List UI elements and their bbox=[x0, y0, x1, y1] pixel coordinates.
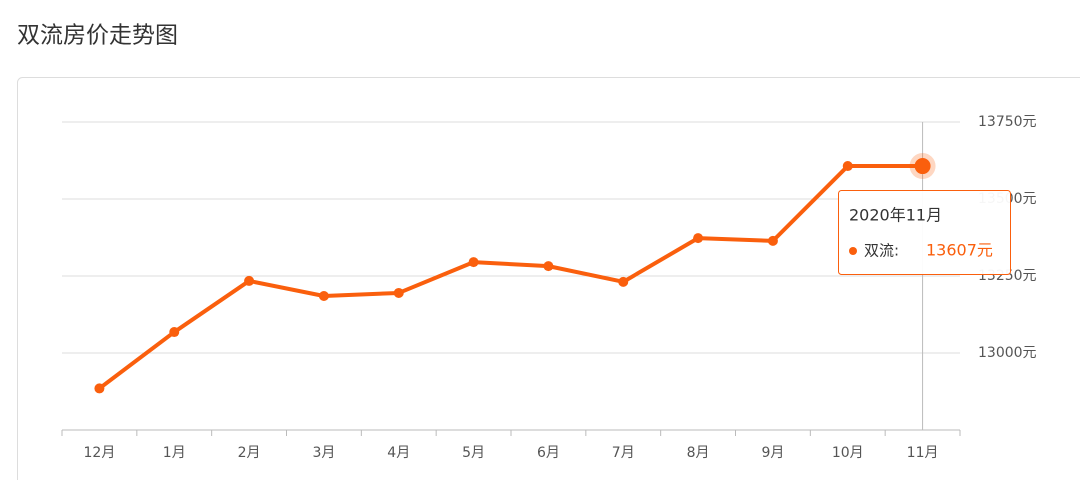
x-tick-label: 9月 bbox=[761, 445, 784, 461]
x-tick-label: 4月 bbox=[387, 445, 410, 461]
x-tick-label: 7月 bbox=[612, 445, 635, 461]
point bbox=[394, 288, 404, 298]
point bbox=[94, 383, 104, 393]
point bbox=[469, 257, 479, 267]
point bbox=[693, 233, 703, 243]
tooltip-box bbox=[839, 191, 1011, 275]
tooltip-value: 13607元 bbox=[926, 241, 993, 260]
x-tick-label: 10月 bbox=[832, 445, 864, 461]
x-tick-label: 12月 bbox=[84, 445, 116, 461]
x-tick-label: 6月 bbox=[537, 445, 560, 461]
point bbox=[618, 277, 628, 287]
point bbox=[319, 291, 329, 301]
tooltip-dot bbox=[849, 247, 857, 255]
chart-frame bbox=[18, 78, 1080, 481]
y-tick-label: 13750元 bbox=[978, 114, 1037, 130]
chart-title: 双流房价走势图 bbox=[17, 23, 178, 49]
point bbox=[843, 161, 853, 171]
point bbox=[169, 327, 179, 337]
y-tick-label: 13000元 bbox=[978, 345, 1037, 361]
x-tick-label: 3月 bbox=[312, 445, 335, 461]
x-tick-label: 11月 bbox=[907, 445, 939, 461]
point bbox=[543, 261, 553, 271]
tooltip-date: 2020年11月 bbox=[849, 206, 942, 225]
point bbox=[915, 158, 931, 174]
point bbox=[768, 236, 778, 246]
tooltip-series: 双流: bbox=[864, 242, 899, 260]
x-tick-label: 2月 bbox=[238, 445, 261, 461]
point bbox=[244, 276, 254, 286]
x-tick-label: 8月 bbox=[687, 445, 710, 461]
x-tick-label: 1月 bbox=[163, 445, 186, 461]
x-tick-label: 5月 bbox=[462, 445, 485, 461]
